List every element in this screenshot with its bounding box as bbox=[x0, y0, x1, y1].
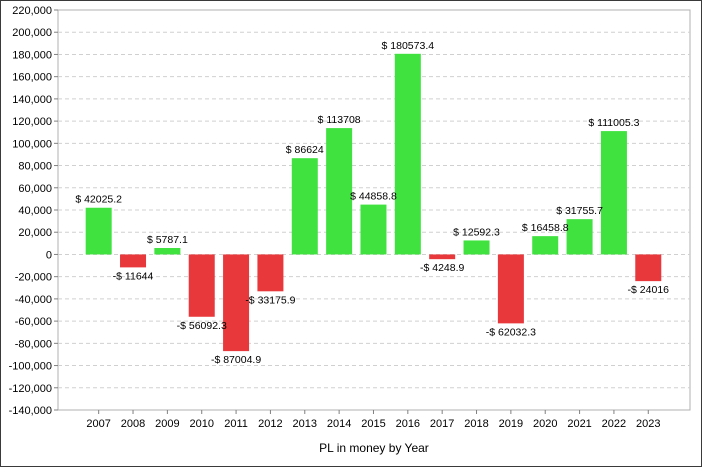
y-tick-label: 0 bbox=[46, 249, 52, 261]
x-tick-label-2022: 2022 bbox=[602, 418, 626, 430]
x-tick-label-2007: 2007 bbox=[86, 418, 110, 430]
bar-2013 bbox=[291, 158, 318, 255]
bar-2018 bbox=[463, 240, 490, 255]
y-tick-label: -100,000 bbox=[9, 361, 52, 373]
grid-lines bbox=[58, 31, 690, 389]
x-tick-label-2008: 2008 bbox=[121, 418, 145, 430]
y-axis-ticks: 220,000 200,000 180,000 160,000 140,000 120,0… bbox=[9, 5, 58, 417]
data-label-2021: $ 31755.7 bbox=[556, 205, 603, 217]
y-tick-label: 20,000 bbox=[18, 227, 52, 239]
x-tick-label-2017: 2017 bbox=[430, 418, 454, 430]
y-tick-label: 140,000 bbox=[12, 94, 52, 106]
data-label-2009: $ 5787.1 bbox=[147, 234, 188, 246]
x-tick-label-2012: 2012 bbox=[258, 418, 282, 430]
x-tick-label-2014: 2014 bbox=[327, 418, 351, 430]
bar-2023 bbox=[635, 254, 662, 282]
x-tick-label-2013: 2013 bbox=[293, 418, 317, 430]
y-tick-label: -80,000 bbox=[15, 338, 52, 350]
x-tick-label-2016: 2016 bbox=[396, 418, 420, 430]
y-tick-label: 100,000 bbox=[12, 138, 52, 150]
bar-2011 bbox=[223, 254, 250, 352]
y-tick-label: -140,000 bbox=[9, 405, 52, 417]
x-tick-label-2010: 2010 bbox=[189, 418, 213, 430]
x-tick-label-2009: 2009 bbox=[155, 418, 179, 430]
bar-2019 bbox=[497, 254, 524, 324]
bar-2022 bbox=[600, 131, 627, 255]
x-tick-label-2020: 2020 bbox=[533, 418, 557, 430]
data-label-2013: $ 86624 bbox=[286, 144, 324, 156]
x-tick-label-2019: 2019 bbox=[499, 418, 523, 430]
data-label-2017: -$ 4248.9 bbox=[420, 262, 465, 274]
data-label-2007: $ 42025.2 bbox=[75, 194, 122, 206]
data-label-2018: $ 12592.3 bbox=[453, 226, 500, 238]
x-tick-label-2015: 2015 bbox=[361, 418, 385, 430]
data-label-2023: -$ 24016 bbox=[628, 284, 670, 296]
data-label-2022: $ 111005.3 bbox=[588, 117, 639, 129]
data-label-2011: -$ 87004.9 bbox=[211, 354, 261, 366]
bars bbox=[85, 53, 662, 352]
data-label-2010: -$ 56092.3 bbox=[177, 320, 227, 332]
y-tick-label: 60,000 bbox=[18, 183, 52, 195]
y-tick-label: 120,000 bbox=[12, 116, 52, 128]
y-tick-label: -120,000 bbox=[9, 383, 52, 395]
bar-2015 bbox=[360, 204, 387, 255]
bar-2012 bbox=[257, 254, 284, 292]
x-tick-label-2023: 2023 bbox=[636, 418, 660, 430]
bar-2020 bbox=[532, 236, 559, 255]
data-labels: $ 42025.2 -$ 11644 $ 5787.1 -$ 56092.3 -$ 87… bbox=[75, 40, 669, 366]
bar-2014 bbox=[326, 128, 353, 255]
bar-2021 bbox=[566, 219, 593, 255]
y-tick-label: 40,000 bbox=[18, 205, 52, 217]
x-tick-label-2021: 2021 bbox=[567, 418, 591, 430]
data-label-2014: $ 113708 bbox=[318, 114, 361, 126]
bar-2017 bbox=[429, 254, 456, 260]
y-tick-label: 220,000 bbox=[12, 5, 52, 17]
bar-2009 bbox=[154, 248, 181, 255]
y-tick-label: -20,000 bbox=[15, 272, 52, 284]
bar-2007 bbox=[85, 207, 112, 255]
y-tick-label: -60,000 bbox=[15, 316, 52, 328]
data-label-2020: $ 16458.8 bbox=[522, 222, 569, 234]
x-axis-ticks: 2007 2008 2009 2010 2011 2012 2013 2014 2015 2016… bbox=[86, 410, 661, 430]
data-label-2016: $ 180573.4 bbox=[382, 40, 435, 52]
data-label-2015: $ 44858.8 bbox=[350, 191, 397, 203]
bar-2016 bbox=[394, 53, 421, 255]
x-tick-label-2011: 2011 bbox=[224, 418, 248, 430]
data-label-2008: -$ 11644 bbox=[113, 270, 154, 282]
data-label-2019: -$ 62032.3 bbox=[486, 326, 536, 338]
y-tick-label: -40,000 bbox=[15, 294, 52, 306]
x-tick-label-2018: 2018 bbox=[464, 418, 488, 430]
y-tick-label: 80,000 bbox=[18, 161, 52, 173]
y-tick-label: 180,000 bbox=[12, 49, 52, 61]
y-tick-label: 200,000 bbox=[12, 27, 52, 39]
data-label-2012: -$ 33175.9 bbox=[245, 294, 295, 306]
x-axis-title: PL in money by Year bbox=[319, 441, 429, 455]
bar-2010 bbox=[188, 254, 215, 317]
y-tick-label: 160,000 bbox=[12, 72, 52, 84]
bar-2008 bbox=[120, 254, 147, 268]
